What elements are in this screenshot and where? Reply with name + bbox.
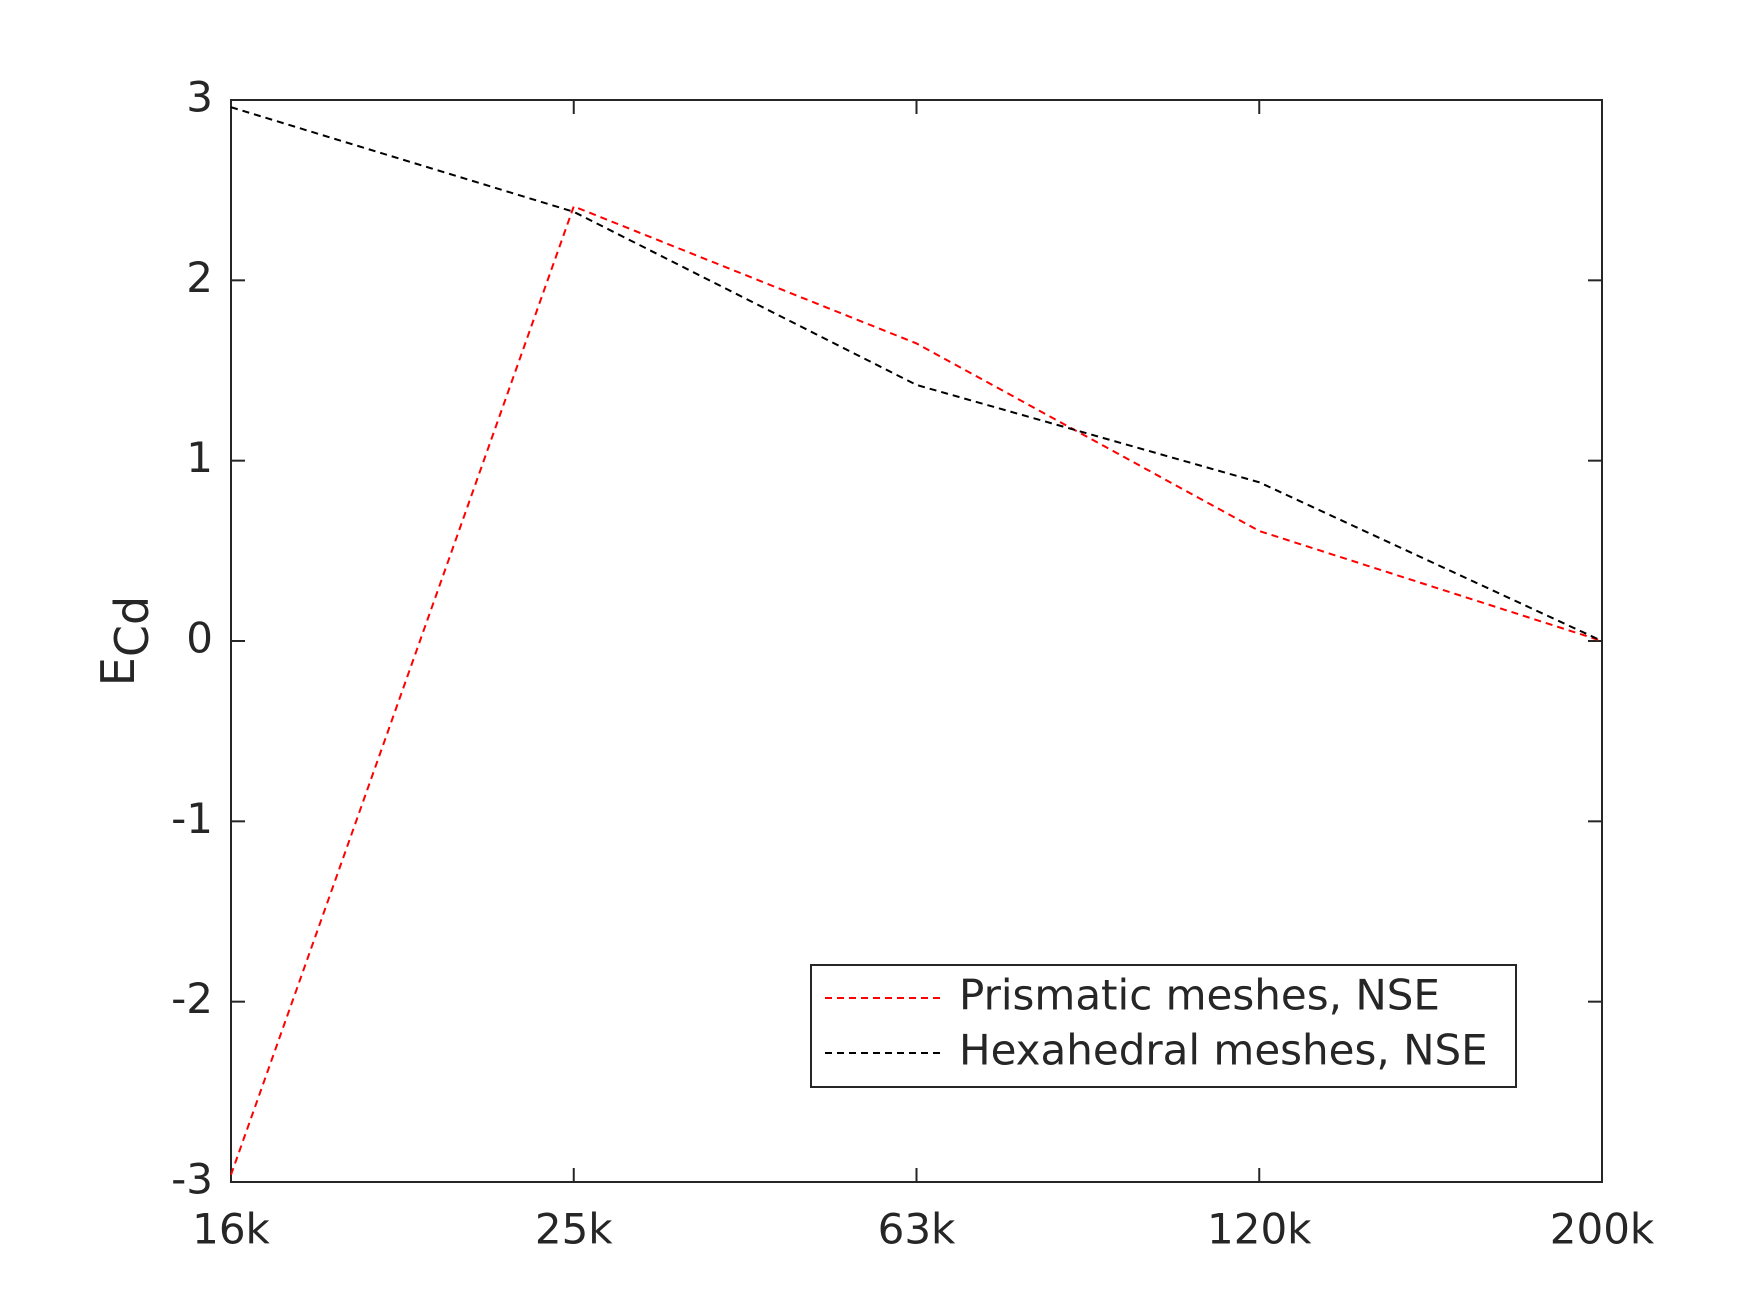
x-tick-label: 16k (192, 1205, 270, 1254)
y-label-sub: Cd (105, 596, 159, 657)
data-line (230, 106, 1603, 642)
legend-label: Hexahedral meshes, NSE (959, 1026, 1488, 1075)
y-axis-label: ECd (91, 596, 159, 686)
legend-box (810, 964, 1517, 1088)
x-tick-label: 25k (535, 1205, 613, 1254)
y-tick-label: 3 (186, 73, 213, 122)
data-line (230, 205, 1603, 1176)
y-tick-label: -3 (171, 1155, 213, 1204)
x-tick-label: 200k (1550, 1205, 1655, 1254)
x-tick-label: 63k (878, 1205, 956, 1254)
y-tick-label: 0 (186, 614, 213, 663)
y-tick-label: -1 (171, 794, 213, 843)
y-label-main: E (91, 657, 145, 686)
x-tick-label: 120k (1207, 1205, 1312, 1254)
legend-label: Prismatic meshes, NSE (959, 971, 1440, 1020)
y-tick-label: 2 (186, 253, 213, 302)
y-tick-label: 1 (186, 433, 213, 482)
y-tick-label: -2 (171, 974, 213, 1023)
